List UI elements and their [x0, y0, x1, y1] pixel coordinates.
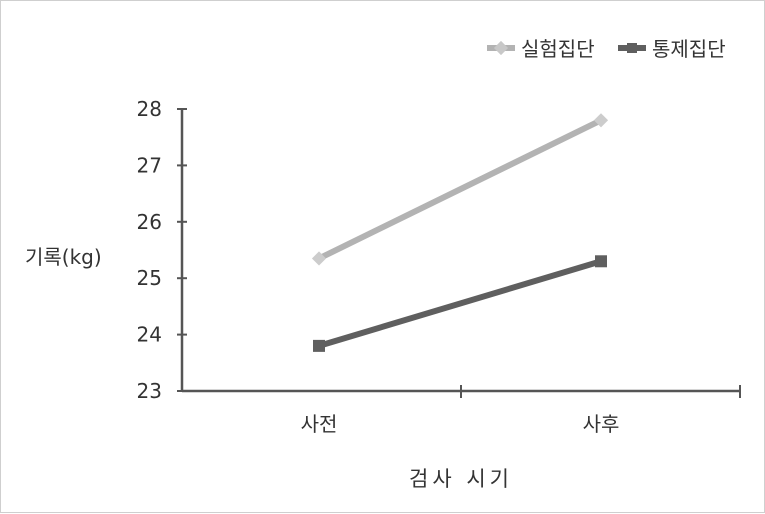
x-tick-label: 사후: [583, 412, 620, 436]
x-axis-label: 검사 시기: [409, 467, 513, 491]
series-line-2: [316, 258, 604, 349]
series-layer: [311, 113, 609, 352]
data-point-series-1: [311, 251, 327, 266]
y-ticks: 23 24 25 26 27 28: [137, 97, 187, 403]
legend: 실험집단 통제집단: [487, 37, 726, 61]
y-axis-label: 기록(kg): [25, 245, 102, 269]
y-tick-label: 28: [137, 97, 162, 121]
y-tick-label: 26: [137, 210, 162, 234]
x-ticks: 사전 사후: [301, 385, 741, 436]
x-tick-label: 사전: [301, 412, 338, 436]
legend-marker-series-2: [627, 43, 637, 53]
y-tick-label: 23: [137, 379, 162, 403]
legend-marker-series-1: [493, 40, 509, 56]
y-tick-label: 24: [137, 323, 162, 347]
data-point-series-1: [593, 113, 609, 128]
y-tick-label: 25: [137, 266, 162, 290]
legend-label-series-2: 통제집단: [652, 37, 726, 61]
legend-label-series-1: 실험집단: [521, 37, 595, 61]
y-tick-label: 27: [137, 153, 162, 177]
data-point-series-2: [595, 255, 607, 268]
series-line-1: [316, 117, 604, 262]
data-point-series-2: [313, 339, 325, 352]
